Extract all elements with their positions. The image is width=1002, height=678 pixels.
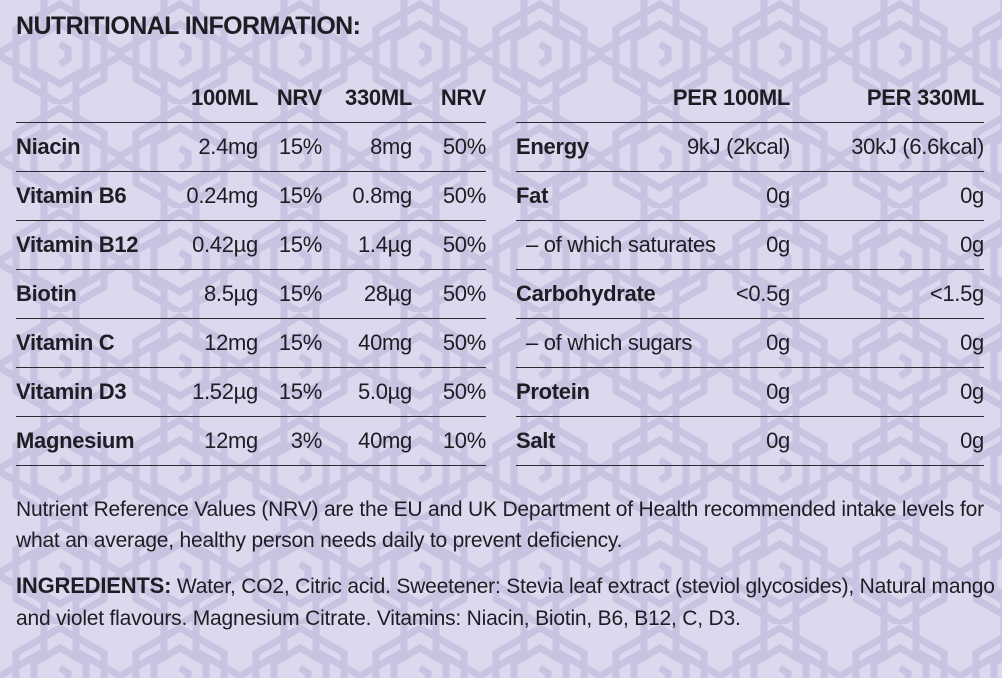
nutrition-row: Salt 0g 0g — [516, 416, 984, 466]
vitamin-per-100ml: 8.5µg — [176, 269, 258, 319]
nutrition-header-per-330ml: PER 330ML — [866, 85, 984, 110]
vitamin-row: Vitamin D3 1.52µg 15% 5.0µg 50% — [16, 367, 486, 417]
vitamin-nrv-100ml: 15% — [258, 367, 322, 417]
vitamin-per-330ml: 1.4µg — [322, 220, 412, 270]
ingredients-label: INGREDIENTS: — [16, 573, 172, 598]
nutrition-row: Fat 0g 0g — [516, 171, 984, 221]
ingredients-text: INGREDIENTS: Water, CO2, Citric acid. Sw… — [16, 570, 996, 635]
nutrient-name: Protein 0g — [516, 367, 790, 417]
nutrient-per-100ml: 0g — [766, 379, 790, 404]
nutrition-header-values: PER 100ML PER 330ML — [516, 74, 984, 123]
vitamins-header-100ml: 100ML — [191, 85, 258, 110]
vitamin-per-100ml: 0.24mg — [176, 171, 258, 221]
vitamin-name: Biotin — [16, 269, 176, 319]
vitamin-name: Vitamin B12 — [16, 220, 176, 270]
vitamin-nrv-330ml: 50% — [412, 171, 486, 221]
nutrient-name: Carbohydrate <0.5g — [516, 269, 790, 319]
nutrient-label: Fat — [516, 183, 549, 208]
vitamin-per-330ml: 0.8mg — [322, 171, 412, 221]
vitamin-per-330ml: 40mg — [322, 416, 412, 466]
vitamin-nrv-330ml: 50% — [412, 220, 486, 270]
vitamin-name: Niacin — [16, 122, 176, 172]
nutrient-per-330ml: 0g — [790, 367, 984, 417]
nutrient-per-330ml: 0g — [790, 318, 984, 368]
nutrition-row: Protein 0g 0g — [516, 367, 984, 417]
nutrition-row: Carbohydrate <0.5g <1.5g — [516, 269, 984, 319]
nutrition-row: Energy 9kJ (2kcal) 30kJ (6.6kcal) — [516, 122, 984, 172]
vitamin-per-330ml: 40mg — [322, 318, 412, 368]
vitamin-nrv-330ml: 50% — [412, 318, 486, 368]
vitamin-row: Vitamin B12 0.42µg 15% 1.4µg 50% — [16, 220, 486, 270]
nutrient-label: Energy — [516, 134, 589, 159]
vitamin-row: Vitamin B6 0.24mg 15% 0.8mg 50% — [16, 171, 486, 221]
vitamin-per-100ml: 2.4mg — [176, 122, 258, 172]
vitamin-row: Magnesium 12mg 3% 40mg 10% — [16, 416, 486, 466]
vitamins-header-nrv-100ml: NRV — [276, 85, 322, 110]
vitamin-per-100ml: 1.52µg — [176, 367, 258, 417]
nutrition-table: PER 100ML PER 330ML Energy 9kJ (2kcal) 30… — [516, 74, 984, 466]
nutrient-per-100ml: 0g — [766, 330, 790, 355]
vitamin-nrv-100ml: 15% — [258, 318, 322, 368]
vitamins-header-row: 100ML NRV 330ML NRV — [16, 74, 486, 123]
vitamin-name: Vitamin B6 — [16, 171, 176, 221]
vitamin-nrv-100ml: 15% — [258, 122, 322, 172]
nutrient-label: Carbohydrate — [516, 281, 656, 306]
vitamin-per-330ml: 5.0µg — [322, 367, 412, 417]
vitamin-name: Magnesium — [16, 416, 176, 466]
vitamins-header-330ml: 330ML — [345, 85, 412, 110]
vitamin-per-100ml: 12mg — [176, 416, 258, 466]
vitamin-nrv-330ml: 50% — [412, 269, 486, 319]
nutrition-row: – of which saturates 0g 0g — [516, 220, 984, 270]
nutrient-label: Salt — [516, 428, 556, 453]
nutrient-label: – of which sugars — [526, 330, 693, 355]
nutrient-per-330ml: <1.5g — [790, 269, 984, 319]
vitamin-row: Biotin 8.5µg 15% 28µg 50% — [16, 269, 486, 319]
vitamin-row: Vitamin C 12mg 15% 40mg 50% — [16, 318, 486, 368]
nutrient-per-100ml: 0g — [766, 183, 790, 208]
vitamin-nrv-330ml: 50% — [412, 122, 486, 172]
nutrient-label: Protein — [516, 379, 590, 404]
nutrient-per-100ml: <0.5g — [735, 281, 790, 306]
vitamin-nrv-100ml: 15% — [258, 171, 322, 221]
nutrient-per-100ml: 9kJ (2kcal) — [686, 134, 790, 159]
nutrient-per-330ml: 30kJ (6.6kcal) — [790, 122, 984, 172]
page-title: NUTRITIONAL INFORMATION: — [16, 12, 361, 40]
nutrient-per-330ml: 0g — [790, 416, 984, 466]
vitamins-header-nrv-330ml: NRV — [440, 85, 486, 110]
vitamin-per-100ml: 12mg — [176, 318, 258, 368]
vitamin-row: Niacin 2.4mg 15% 8mg 50% — [16, 122, 486, 172]
nutrient-name: Fat 0g — [516, 171, 790, 221]
nutrition-row: – of which sugars 0g 0g — [516, 318, 984, 368]
nutrient-label: – of which saturates — [526, 232, 716, 257]
nutrient-name: Energy 9kJ (2kcal) — [516, 122, 790, 172]
vitamin-name: Vitamin C — [16, 318, 176, 368]
vitamin-nrv-100ml: 15% — [258, 269, 322, 319]
nutrient-name: Salt 0g — [516, 416, 790, 466]
nrv-note: Nutrient Reference Values (NRV) are the … — [16, 498, 984, 552]
nutrient-name: – of which sugars 0g — [516, 318, 790, 368]
vitamin-nrv-330ml: 50% — [412, 367, 486, 417]
vitamins-header-nutrient — [16, 74, 176, 123]
nutrient-per-100ml: 0g — [766, 428, 790, 453]
nutrition-header-row: PER 100ML PER 330ML — [516, 74, 984, 123]
vitamin-per-330ml: 28µg — [322, 269, 412, 319]
ingredients-list: Water, CO2, Citric acid. Sweetener: Stev… — [16, 575, 995, 630]
nutrient-per-330ml: 0g — [790, 220, 984, 270]
vitamin-nrv-100ml: 15% — [258, 220, 322, 270]
vitamin-per-100ml: 0.42µg — [176, 220, 258, 270]
vitamins-table: 100ML NRV 330ML NRV Niacin 2.4mg 15% 8mg… — [16, 74, 486, 466]
nutrient-per-330ml: 0g — [790, 171, 984, 221]
nutrient-per-100ml: 0g — [766, 232, 790, 257]
nutrition-header-per-100ml: PER 100ML — [672, 85, 790, 110]
vitamin-per-330ml: 8mg — [322, 122, 412, 172]
vitamin-nrv-100ml: 3% — [258, 416, 322, 466]
vitamin-name: Vitamin D3 — [16, 367, 176, 417]
nutrient-name: – of which saturates 0g — [516, 220, 790, 270]
vitamin-nrv-330ml: 10% — [412, 416, 486, 466]
